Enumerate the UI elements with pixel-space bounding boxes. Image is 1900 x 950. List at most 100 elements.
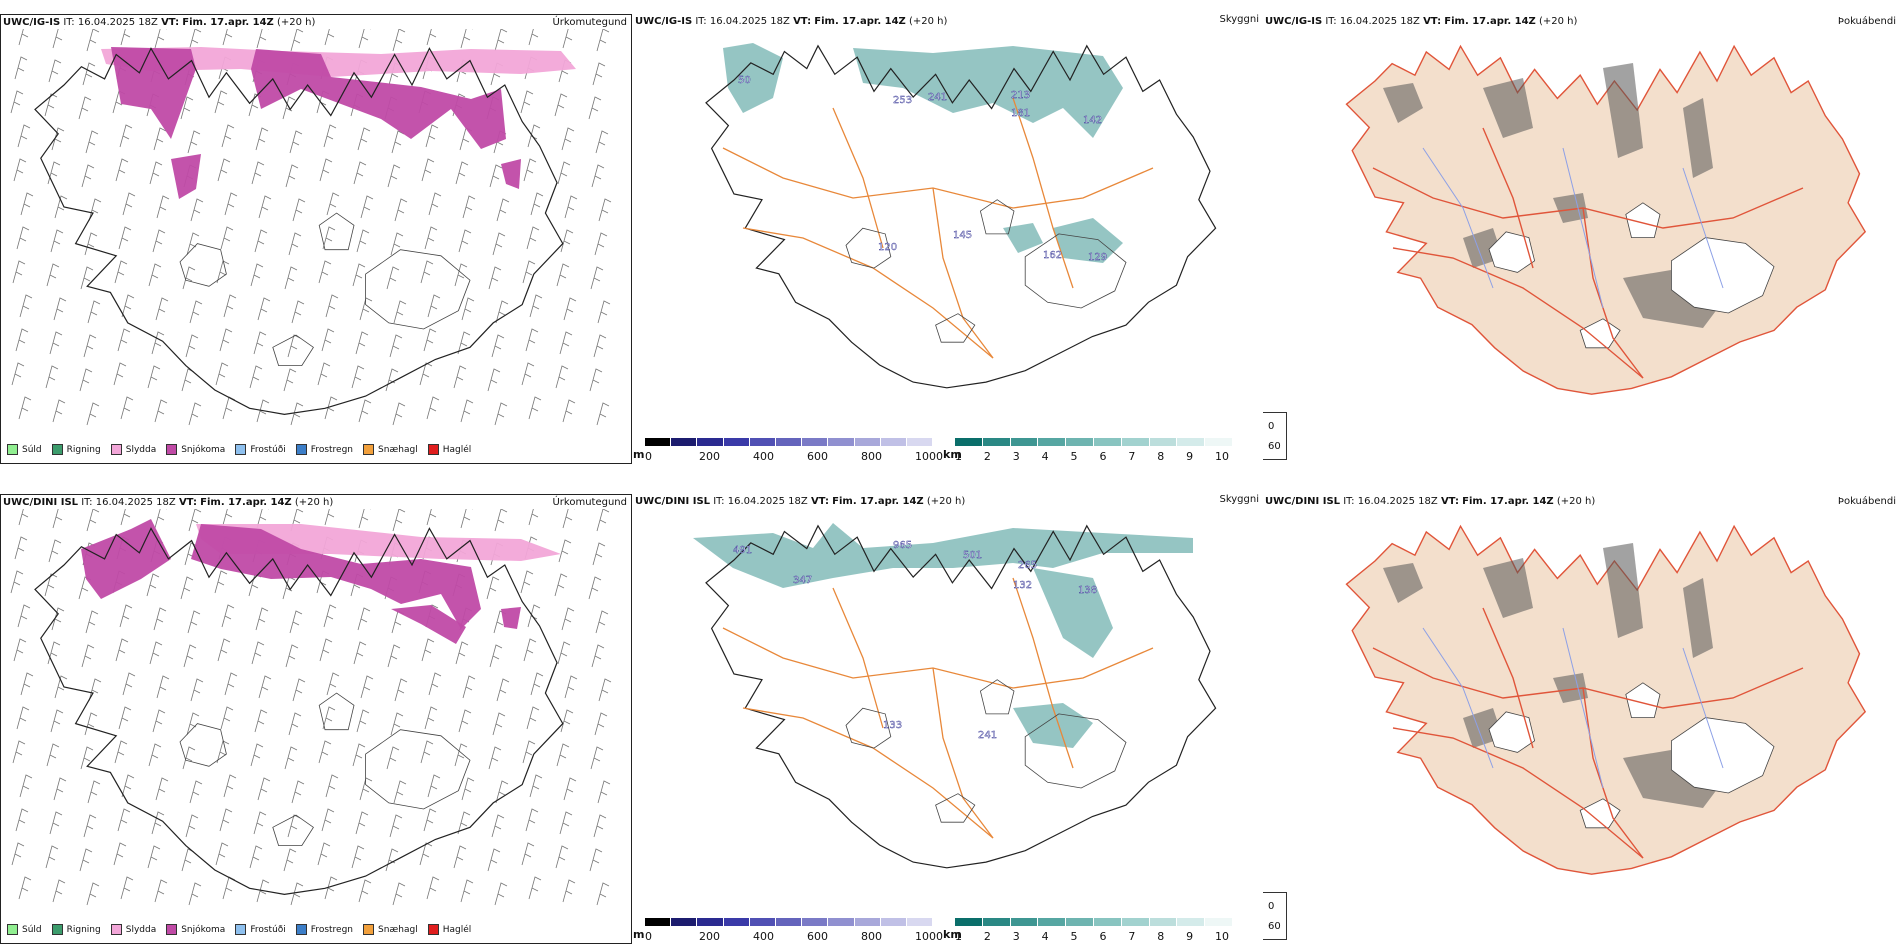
wind-barb (596, 509, 610, 532)
ceiling-value-label: 132 (1013, 580, 1032, 591)
wind-barb (258, 195, 272, 219)
legend-label: Slydda (125, 924, 157, 935)
wind-barb (155, 297, 169, 321)
wind-barb (47, 161, 61, 185)
wind-barb (11, 362, 25, 386)
colorbar-tick-label: 200 (699, 450, 720, 463)
wind-barb (292, 198, 306, 222)
wind-barb (355, 811, 369, 835)
wind-barb (215, 362, 229, 386)
wind-barb (253, 331, 267, 355)
visibility-area (693, 523, 1193, 588)
road (932, 667, 994, 839)
wind-barb (357, 607, 371, 631)
wind-barb (386, 746, 400, 770)
wind-barb (114, 740, 128, 764)
wind-barb (390, 232, 404, 256)
wind-barb (563, 297, 577, 321)
wind-barb (392, 402, 406, 426)
precip-area (81, 519, 171, 599)
wind-barb (214, 570, 228, 594)
wind-barb (558, 539, 572, 563)
wind-barb (352, 263, 366, 287)
wind-barb (52, 399, 66, 423)
wind-barb (118, 226, 132, 250)
coastline (34, 47, 564, 416)
wind-barb (120, 396, 134, 420)
glacier-outline (318, 692, 355, 731)
colorbar-tick-label: 1000 (915, 930, 943, 943)
wind-barb (326, 192, 340, 216)
wind-barb (282, 96, 296, 120)
wind-barb (256, 29, 269, 49)
legend-swatch (166, 444, 178, 455)
colorbar-tick-label: 600 (807, 930, 828, 943)
wind-barb (597, 300, 611, 324)
precip-area (501, 159, 521, 189)
wind-barb (290, 29, 304, 52)
wind-barb (46, 263, 60, 287)
wind-barb (12, 740, 26, 764)
ceiling-value-label: 265 (1018, 560, 1037, 571)
wind-barb (52, 29, 65, 49)
precip-area (501, 607, 521, 629)
fog-legend-item: 0 (1263, 419, 1274, 434)
wind-barb (18, 29, 29, 46)
wind-barb (188, 402, 202, 426)
road (742, 227, 994, 359)
wind-barb (564, 195, 578, 219)
fog-index-area (1483, 78, 1533, 138)
wind-barb (79, 368, 93, 392)
colorbar-tick-label: 9 (1186, 450, 1194, 463)
legend-label: Haglél (442, 444, 472, 455)
colorbar-cell (645, 918, 672, 926)
wind-barb (289, 610, 303, 634)
wind-barb (562, 509, 575, 529)
wind-barb (50, 709, 64, 733)
wind-barb (561, 127, 575, 151)
legend-swatch (7, 444, 18, 455)
wind-barb (563, 777, 577, 801)
glacier-outline (1024, 713, 1127, 789)
wind-barb (19, 294, 33, 318)
wind-barb (18, 509, 29, 526)
colorbar-strip (955, 918, 1233, 926)
wind-barb (457, 331, 471, 355)
wind-barb (80, 746, 94, 770)
wind-barb (221, 604, 235, 628)
wind-barb (85, 610, 99, 634)
wind-barbs (10, 509, 612, 906)
colorbar-cell (955, 438, 983, 446)
wind-barb (529, 294, 543, 318)
wind-barb (83, 814, 97, 838)
river (1562, 627, 1604, 789)
wind-barb (117, 328, 131, 352)
wind-barb (190, 198, 204, 222)
colorbar-cell (1038, 438, 1067, 446)
wind-barb (458, 709, 472, 733)
colorbar-cell (723, 438, 750, 446)
wind-barb (258, 675, 272, 699)
panel-header: UWC/IG-IS IT: 16.04.2025 18Z VT: Fim. 17… (635, 16, 948, 27)
glacier-outline (272, 814, 314, 847)
wind-barb (113, 842, 127, 866)
glacier-outline (845, 227, 892, 269)
colorbar-cell (802, 918, 829, 926)
wind-barb (356, 709, 370, 733)
glacier-outline (318, 212, 355, 251)
wind-barb (222, 509, 233, 526)
wind-barb (285, 164, 299, 188)
colorbar-cell (671, 918, 698, 926)
wind-barb (86, 509, 100, 532)
wind-barb (189, 780, 203, 804)
wind-barb (114, 260, 128, 284)
wind-barb (561, 607, 575, 631)
wind-barb (85, 130, 99, 154)
wind-barb (181, 368, 195, 392)
wind-barb (426, 509, 437, 526)
legend-swatch (51, 924, 63, 935)
colorbar-unit: km (943, 448, 962, 461)
wind-barb (53, 297, 67, 321)
fog-panel-bottom: UWC/DINI ISL IT: 16.04.2025 18Z VT: Fim.… (1263, 494, 1900, 944)
wind-barb (393, 300, 407, 324)
